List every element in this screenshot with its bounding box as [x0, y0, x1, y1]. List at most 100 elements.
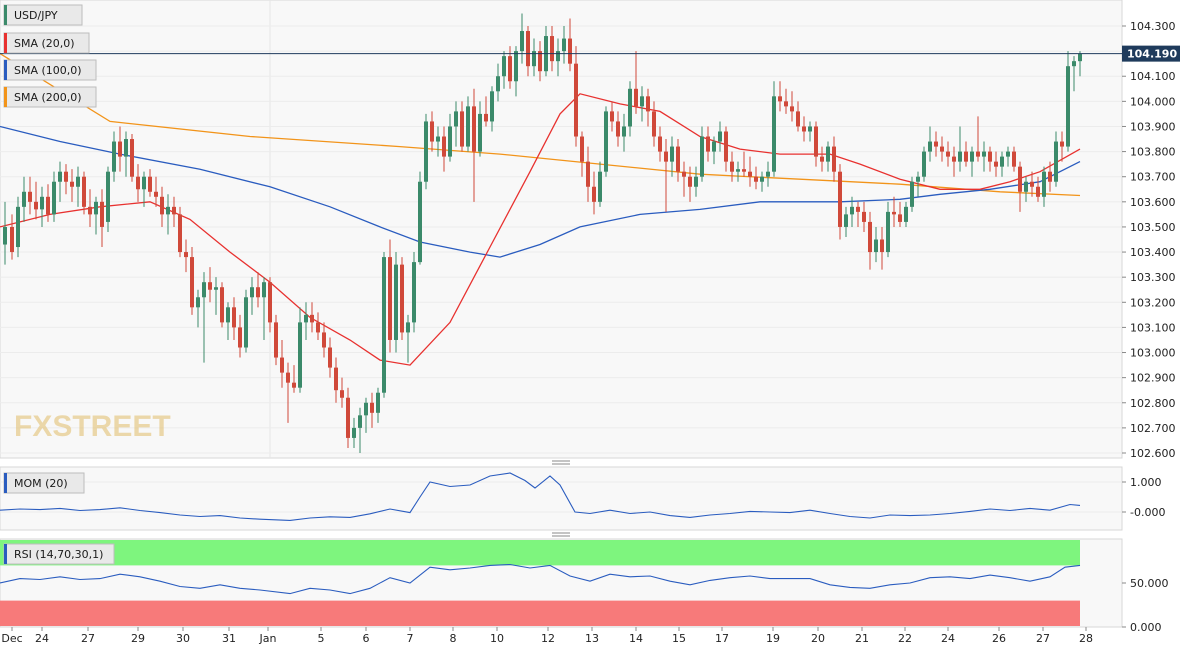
candle	[370, 392, 374, 428]
candle-body	[520, 31, 524, 52]
candle	[406, 314, 410, 363]
rsi-line	[0, 563, 1081, 595]
candle-body	[208, 282, 212, 290]
candle	[40, 186, 44, 227]
candle-body	[52, 181, 56, 215]
candle-body	[502, 56, 506, 77]
candle-body	[118, 141, 122, 157]
candle-body	[388, 257, 392, 340]
candle-body	[160, 196, 164, 215]
panel-resize-handle-1[interactable]	[552, 460, 570, 465]
x-tick-label: Dec	[1, 632, 22, 645]
candle	[820, 146, 824, 172]
candle	[442, 126, 446, 172]
candle-body	[496, 76, 500, 92]
candle-body	[550, 36, 554, 62]
price-grid	[0, 25, 1122, 454]
legend-sma100[interactable]: SMA (100,0)	[3, 59, 97, 81]
candle	[766, 161, 770, 187]
candle-body	[454, 111, 458, 127]
candle	[952, 146, 956, 177]
mom-label: MOM (20)	[14, 477, 68, 490]
candle-body	[754, 176, 758, 182]
x-tick-label: 6	[363, 632, 370, 645]
candle	[550, 26, 554, 72]
candle	[1018, 161, 1022, 212]
candle	[364, 397, 368, 433]
candle	[586, 146, 590, 202]
candle-body	[844, 214, 848, 227]
candle-body	[724, 131, 728, 162]
candle	[814, 121, 818, 167]
candle-body	[46, 196, 50, 215]
candle-body	[892, 211, 896, 215]
candle	[934, 131, 938, 157]
candle-body	[472, 106, 476, 152]
symbol-color	[4, 5, 7, 25]
rsi-overbought-band	[0, 540, 1080, 566]
candle-body	[526, 31, 530, 67]
last-price-value: 104.190	[1127, 48, 1177, 61]
legend-momentum[interactable]: MOM (20)	[3, 472, 85, 494]
candle-body	[418, 181, 422, 263]
candle-body	[478, 113, 482, 152]
candle	[592, 171, 596, 215]
candle	[1006, 146, 1010, 167]
candle-body	[250, 287, 254, 298]
candle	[862, 201, 866, 232]
candle	[286, 362, 290, 423]
candle	[238, 314, 242, 358]
candle-body	[616, 121, 620, 137]
candle	[16, 196, 20, 258]
candle-body	[484, 113, 488, 122]
candle-body	[718, 131, 722, 142]
candle	[274, 314, 278, 366]
x-tick-label: 5	[318, 632, 325, 645]
legend-sma20[interactable]: SMA (20,0)	[3, 32, 90, 54]
candle-body	[322, 332, 326, 348]
candle-body	[202, 282, 206, 298]
candle	[3, 201, 7, 265]
candle-body	[784, 101, 788, 107]
rsi-oversold-band	[0, 600, 1080, 626]
y-tick-label: 103.400	[1130, 246, 1176, 259]
candle-body	[634, 88, 638, 107]
candle	[760, 171, 764, 192]
candle-body	[916, 176, 920, 182]
candle-body	[358, 415, 362, 428]
candle-body	[586, 161, 590, 187]
legend-sma200[interactable]: SMA (200,0)	[3, 86, 97, 108]
candle	[280, 339, 284, 388]
candle-body	[1018, 166, 1022, 192]
candle	[460, 101, 464, 152]
legend-symbol[interactable]: USD/JPY	[3, 4, 83, 26]
candle	[796, 101, 800, 132]
candle	[622, 113, 626, 152]
panel-resize-handle-2[interactable]	[552, 532, 570, 537]
candle	[730, 151, 734, 182]
candle	[52, 171, 56, 222]
candle-body	[706, 136, 710, 152]
candle	[124, 131, 128, 177]
candle-body	[766, 171, 770, 177]
candle-body	[946, 151, 950, 157]
candle-body	[856, 206, 860, 212]
candle-body	[694, 176, 698, 187]
candle	[316, 312, 320, 340]
y-tick-label: 50.000	[1130, 577, 1169, 590]
symbol-label: USD/JPY	[14, 9, 58, 22]
candle-body	[970, 151, 974, 162]
candle	[1000, 151, 1004, 177]
candle-body	[340, 390, 344, 398]
candle	[988, 146, 992, 172]
candle	[568, 18, 572, 72]
candle-body	[652, 111, 656, 137]
candle-body	[184, 252, 188, 258]
candle-body	[1066, 66, 1070, 147]
candle-body	[994, 161, 998, 167]
candle-body	[976, 151, 980, 157]
candle	[10, 214, 14, 260]
legend-rsi[interactable]: RSI (14,70,30,1)	[3, 543, 115, 565]
candle	[694, 166, 698, 197]
